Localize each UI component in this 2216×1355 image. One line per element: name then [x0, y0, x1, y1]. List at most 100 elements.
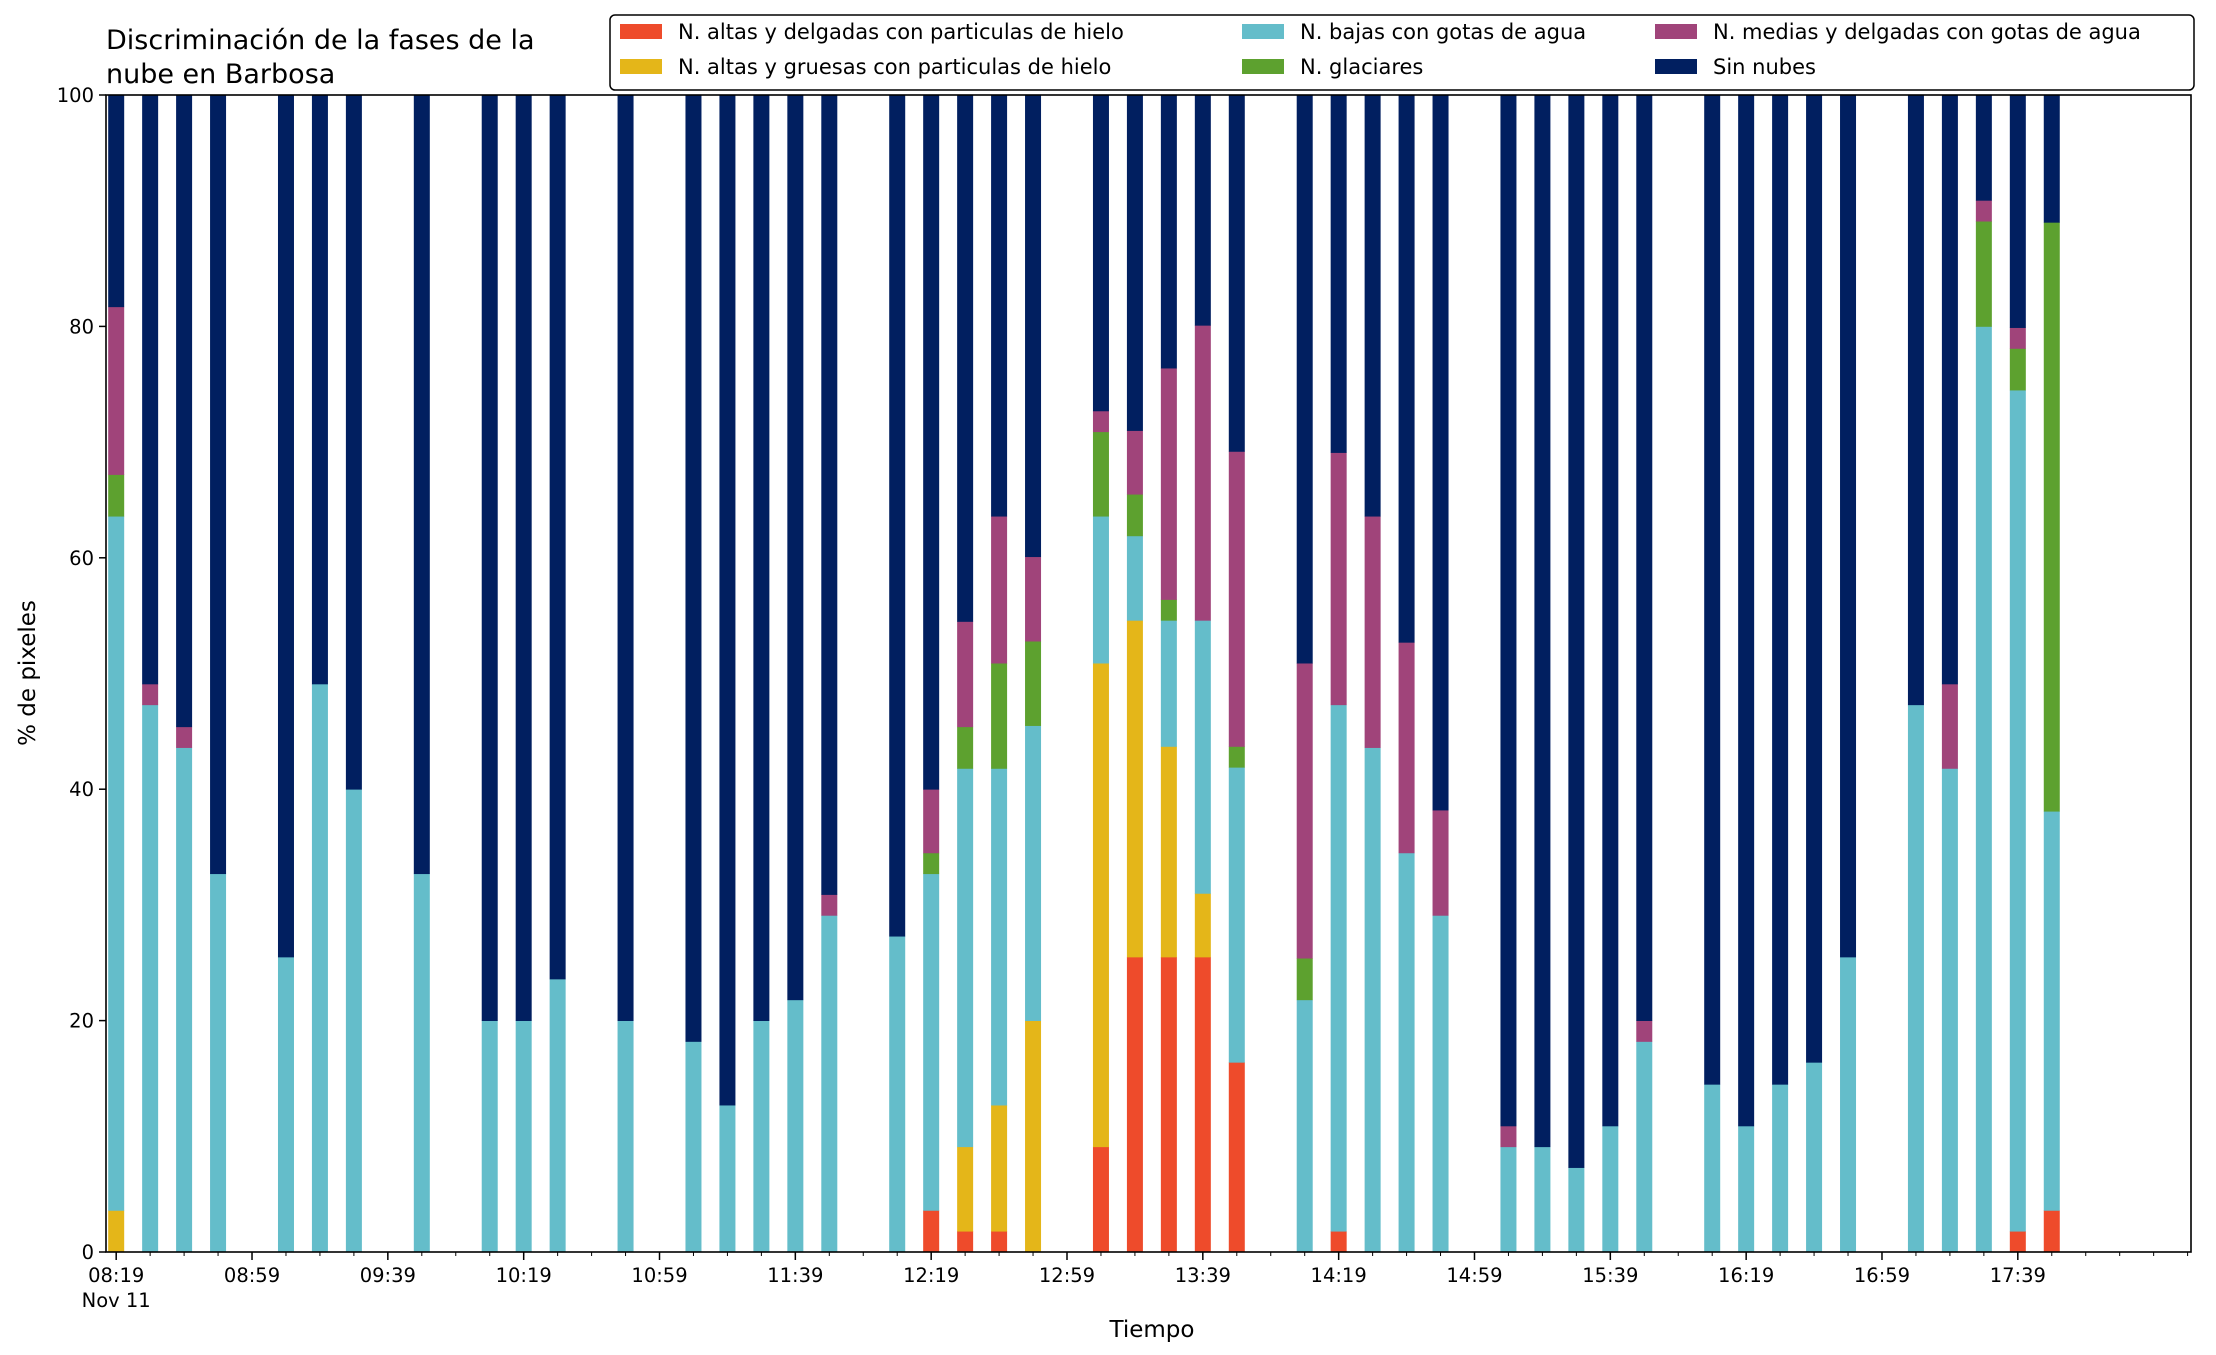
- bar-segment-sin_nubes-41: [1840, 95, 1857, 958]
- bar-segment-sin_nubes-46: [2043, 95, 2060, 223]
- bar-segment-bajo_agua-23: [1126, 535, 1143, 621]
- bar-segment-sin_nubes-9: [515, 95, 532, 1021]
- bar-segment-sin_nubes-4: [277, 95, 294, 958]
- bar-segment-medio_agua-43: [1941, 683, 1958, 769]
- bar-segment-medio_agua-32: [1500, 1125, 1517, 1148]
- bar-segment-alto_delgado_hielo-45: [2009, 1231, 2026, 1253]
- bar-segment-medio_agua-18: [923, 789, 940, 854]
- bar-segment-bajo_agua-39: [1772, 1084, 1789, 1253]
- x-tick-label: 14:59: [1446, 1264, 1502, 1287]
- bar-segment-sin_nubes-38: [1738, 95, 1755, 1127]
- bar-segment-sin_nubes-40: [1806, 95, 1823, 1063]
- bar-segment-bajo_agua-3: [210, 873, 227, 1253]
- bar-segment-bajo_agua-15: [787, 999, 804, 1253]
- legend-label-glaciar: N. glaciares: [1300, 55, 1423, 79]
- bar-segment-sin_nubes-16: [821, 95, 838, 895]
- bar-segment-alto_grueso_hielo-20: [991, 1105, 1008, 1232]
- bar-segment-sin_nubes-17: [889, 95, 906, 937]
- bar-segment-bajo_agua-24: [1160, 620, 1177, 747]
- bar-segment-glaciar-21: [1025, 641, 1042, 726]
- bar-segment-glaciar-26: [1228, 746, 1245, 768]
- y-tick-label: 40: [69, 778, 94, 801]
- bar-segment-glaciar-22: [1092, 431, 1109, 517]
- bar-segment-medio_agua-2: [176, 726, 193, 748]
- bar-segment-medio_agua-1: [142, 683, 159, 706]
- bar-segment-sin_nubes-0: [108, 95, 125, 308]
- y-tick-label: 100: [57, 84, 94, 107]
- legend-swatch-alto_grueso_hielo: [620, 59, 662, 74]
- bar-segment-sin_nubes-14: [753, 95, 770, 1021]
- bar-segment-bajo_agua-30: [1398, 852, 1415, 1253]
- chart-title-line-1: Discriminación de la fases de la: [106, 25, 535, 56]
- bar-segment-medio_agua-19: [957, 621, 974, 728]
- bar-segment-sin_nubes-42: [1907, 95, 1924, 706]
- bar-segment-sin_nubes-23: [1126, 95, 1143, 431]
- x-tick-label: 10:59: [631, 1264, 687, 1287]
- bar-segment-sin_nubes-11: [617, 95, 634, 1021]
- bar-segment-alto_grueso_hielo-25: [1194, 893, 1211, 958]
- bar-segment-sin_nubes-32: [1500, 95, 1517, 1127]
- bar-segment-sin_nubes-21: [1025, 95, 1042, 558]
- bar-segment-bajo_agua-9: [515, 1020, 532, 1253]
- bar-segment-sin_nubes-27: [1296, 95, 1313, 664]
- x-tick-label: 14:19: [1311, 1264, 1367, 1287]
- bar-segment-sin_nubes-44: [1975, 95, 1992, 201]
- bar-segment-sin_nubes-18: [923, 95, 940, 790]
- x-tick-label: 16:19: [1718, 1264, 1774, 1287]
- bar-segment-sin_nubes-19: [957, 95, 974, 622]
- bar-segment-bajo_agua-5: [311, 683, 328, 1253]
- bar-segment-alto_grueso_hielo-23: [1126, 620, 1143, 958]
- bar-segment-alto_grueso_hielo-24: [1160, 746, 1177, 958]
- bar-segment-bajo_agua-17: [889, 936, 906, 1253]
- chart-title-line-2: nube en Barbosa: [106, 59, 335, 90]
- bar-segment-medio_agua-31: [1432, 810, 1449, 916]
- bar-segment-glaciar-27: [1296, 958, 1313, 1001]
- bar-segment-bajo_agua-46: [2043, 811, 2060, 1211]
- bar-segment-glaciar-18: [923, 852, 940, 875]
- y-tick-label: 80: [69, 315, 94, 338]
- bar-segment-bajo_agua-40: [1806, 1062, 1823, 1253]
- x-tick-label: 16:59: [1854, 1264, 1910, 1287]
- bar-series-group: [108, 95, 2060, 1253]
- bar-segment-bajo_agua-1: [142, 704, 159, 1253]
- y-tick-label: 0: [82, 1241, 94, 1264]
- bar-segment-medio_agua-28: [1330, 452, 1347, 706]
- bar-segment-glaciar-19: [957, 726, 974, 769]
- bar-segment-bajo_agua-41: [1840, 956, 1857, 1253]
- bar-segment-sin_nubes-25: [1194, 95, 1211, 326]
- legend-label-sin_nubes: Sin nubes: [1713, 55, 1816, 79]
- bar-segment-sin_nubes-22: [1092, 95, 1109, 412]
- bar-segment-sin_nubes-26: [1228, 95, 1245, 452]
- x-tick-label: 12:19: [903, 1264, 959, 1287]
- bar-segment-sin_nubes-37: [1704, 95, 1721, 1085]
- bar-segment-alto_delgado_hielo-22: [1092, 1146, 1109, 1253]
- bar-segment-bajo_agua-45: [2009, 390, 2026, 1232]
- bar-segment-medio_agua-25: [1194, 325, 1211, 621]
- x-axis-label: Tiempo: [1109, 1317, 1195, 1343]
- legend-label-bajo_agua: N. bajas con gotas de agua: [1300, 20, 1586, 44]
- bar-segment-medio_agua-0: [108, 306, 125, 475]
- x-tick-label: 12:59: [1039, 1264, 1095, 1287]
- bar-segment-sin_nubes-33: [1534, 95, 1551, 1148]
- bar-segment-glaciar-24: [1160, 599, 1177, 621]
- y-tick-label: 20: [69, 1010, 94, 1033]
- bar-segment-bajo_agua-34: [1568, 1167, 1585, 1253]
- bar-segment-alto_delgado_hielo-23: [1126, 956, 1143, 1253]
- x-tick-label: 08:59: [224, 1264, 280, 1287]
- bar-segment-alto_delgado_hielo-46: [2043, 1210, 2060, 1253]
- bar-segment-medio_agua-45: [2009, 327, 2026, 349]
- bar-segment-bajo_agua-19: [957, 768, 974, 1148]
- bar-segment-bajo_agua-25: [1194, 620, 1211, 894]
- bar-segment-glaciar-46: [2043, 222, 2060, 812]
- bar-segment-sin_nubes-39: [1772, 95, 1789, 1085]
- legend-swatch-bajo_agua: [1242, 24, 1284, 39]
- bar-segment-sin_nubes-13: [719, 95, 736, 1106]
- y-axis-label: % de pixeles: [15, 600, 41, 746]
- bar-segment-sin_nubes-3: [210, 95, 227, 875]
- bar-segment-sin_nubes-12: [685, 95, 702, 1042]
- legend-label-alto_delgado_hielo: N. altas y delgadas con particulas de hi…: [678, 20, 1124, 44]
- bar-segment-bajo_agua-38: [1738, 1125, 1755, 1253]
- legend-label-alto_grueso_hielo: N. altas y gruesas con particulas de hie…: [678, 55, 1111, 79]
- x-axis: 08:19 08:59 09:39 10:19 10:59 11:39 12:19 12:59…: [82, 1252, 2189, 1312]
- x-date-label: Nov 11: [82, 1289, 151, 1312]
